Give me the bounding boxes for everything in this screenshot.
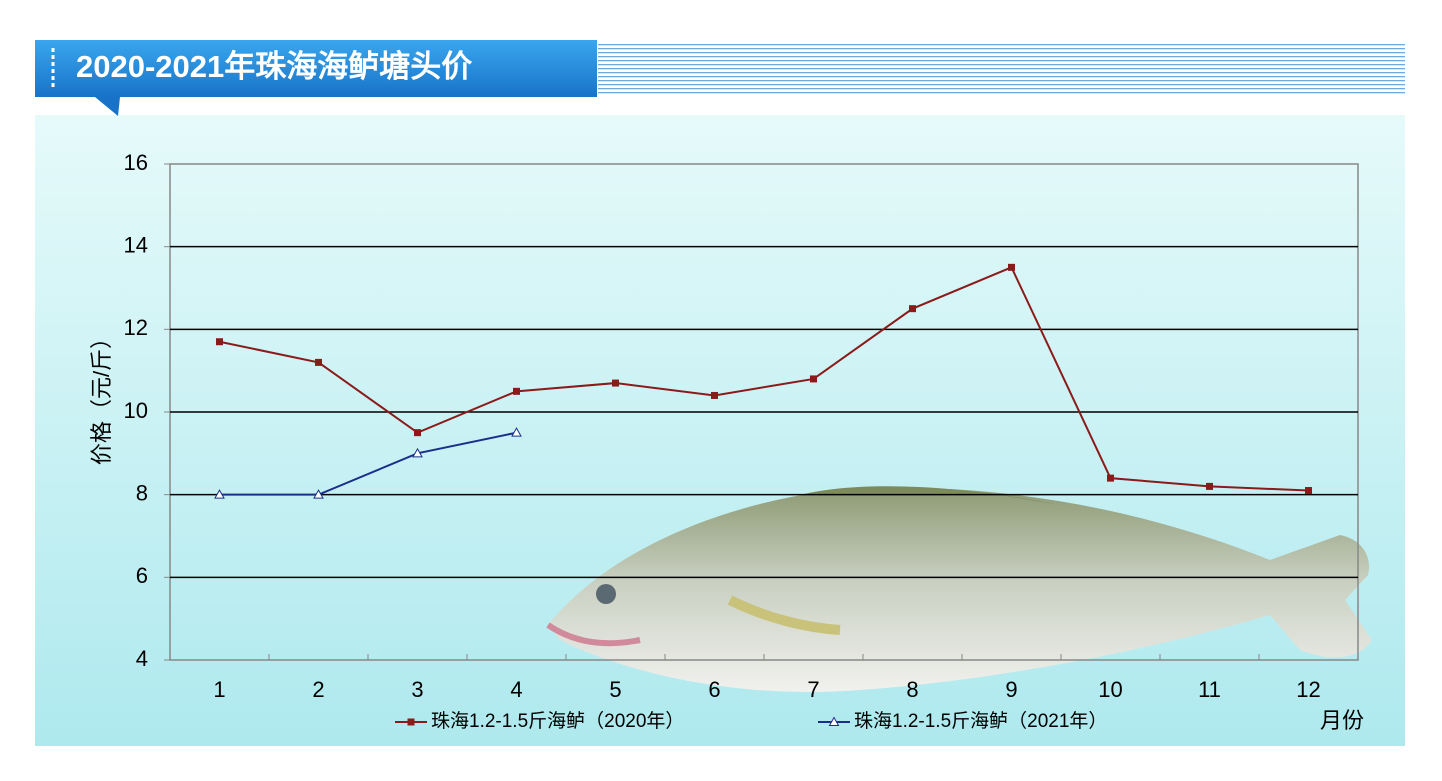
point xyxy=(612,379,619,387)
x-tick-label: 2 xyxy=(312,677,324,702)
legend-label: 珠海1.2-1.5斤海鲈（2021年） xyxy=(854,710,1107,732)
y-axis-label: 价格（元/斤） xyxy=(89,327,114,465)
point xyxy=(909,305,916,313)
series-line xyxy=(219,431,517,496)
point xyxy=(1305,487,1312,495)
legend-marker xyxy=(828,716,840,726)
point xyxy=(511,427,522,437)
fish xyxy=(546,486,1372,692)
x-tick-label: 6 xyxy=(708,677,720,702)
x-tick-label: 7 xyxy=(807,677,819,702)
x-tick-label: 12 xyxy=(1296,677,1320,702)
y-tick-label: 14 xyxy=(124,232,148,257)
legend-marker xyxy=(407,718,415,726)
point xyxy=(711,391,718,399)
x-tick-label: 1 xyxy=(213,677,225,702)
x-tick-label: 11 xyxy=(1198,677,1221,702)
legend-label: 珠海1.2-1.5斤海鲈（2020年） xyxy=(431,710,684,732)
banner-stripes xyxy=(598,42,1405,96)
y-tick-label: 8 xyxy=(136,480,148,505)
y-tick-label: 16 xyxy=(124,150,148,175)
point xyxy=(216,338,223,346)
point xyxy=(513,387,520,395)
x-tick-label: 3 xyxy=(411,677,423,702)
y-tick-label: 12 xyxy=(124,315,148,340)
point xyxy=(1107,474,1114,482)
y-tick-label: 6 xyxy=(136,563,148,588)
x-axis-label: 月份 xyxy=(1320,708,1364,733)
x-tick-label: 8 xyxy=(906,677,918,702)
banner-tail xyxy=(95,97,120,116)
point xyxy=(313,489,324,499)
point xyxy=(1206,482,1213,490)
title-banner xyxy=(35,40,597,97)
point xyxy=(214,489,225,499)
y-tick-label: 10 xyxy=(124,398,148,423)
x-tick-label: 5 xyxy=(609,677,621,702)
point xyxy=(414,429,421,437)
point xyxy=(315,358,322,366)
chart-title: 2020-2021年珠海海鲈塘头价 xyxy=(76,49,472,84)
x-tick-label: 4 xyxy=(510,677,522,702)
x-tick-label: 9 xyxy=(1005,677,1017,702)
y-tick-label: 4 xyxy=(136,646,148,671)
x-tick-label: 10 xyxy=(1098,677,1122,702)
point xyxy=(1008,263,1015,271)
point xyxy=(412,447,423,458)
point xyxy=(810,375,817,383)
series-line xyxy=(219,266,1309,492)
